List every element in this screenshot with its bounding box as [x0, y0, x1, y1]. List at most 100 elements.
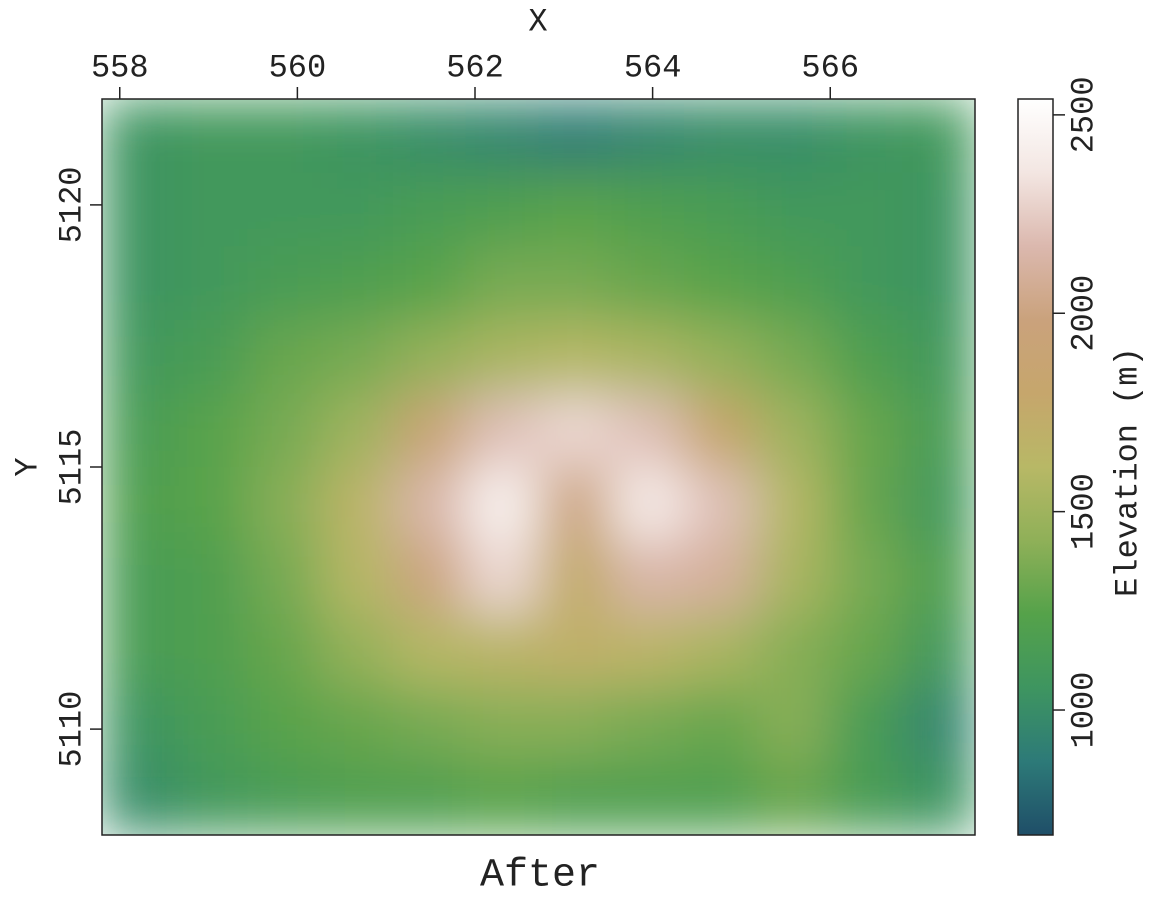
- heatmap-cell: [102, 467, 175, 541]
- heatmap-cell: [175, 688, 248, 762]
- heatmap-cell: [393, 761, 466, 835]
- heatmap-cell: [902, 614, 975, 688]
- heatmap-cell: [902, 761, 975, 835]
- colorbar-tick-label: 2000: [1065, 275, 1102, 352]
- heatmap-cell: [902, 246, 975, 320]
- heatmap: [102, 99, 976, 836]
- colorbar-tick-label: 2500: [1065, 76, 1102, 153]
- heatmap-cell: [611, 99, 684, 173]
- heatmap-cell: [539, 320, 612, 394]
- heatmap-cell: [175, 541, 248, 615]
- heatmap-cell: [757, 467, 830, 541]
- heatmap-cell: [393, 467, 466, 541]
- heatmap-cell: [684, 761, 757, 835]
- heatmap-cell: [539, 173, 612, 247]
- heatmap-cell: [102, 541, 175, 615]
- heatmap-cell: [684, 99, 757, 173]
- heatmap-cell: [466, 614, 539, 688]
- heatmap-cell: [539, 393, 612, 467]
- x-tick-label: 558: [91, 49, 149, 86]
- heatmap-cell: [320, 688, 393, 762]
- heatmap-cell: [684, 688, 757, 762]
- colorbar-title: Elevation (m): [1109, 347, 1146, 597]
- heatmap-cell: [757, 393, 830, 467]
- heatmap-cell: [248, 173, 321, 247]
- heatmap-cell: [902, 393, 975, 467]
- x-tick-label: 560: [269, 49, 327, 86]
- heatmap-cell: [320, 393, 393, 467]
- heatmap-cell: [539, 541, 612, 615]
- heatmap-cells: [102, 99, 976, 836]
- heatmap-cell: [830, 688, 903, 762]
- heatmap-cell: [320, 320, 393, 394]
- heatmap-cell: [830, 320, 903, 394]
- x-tick-label: 562: [446, 49, 504, 86]
- heatmap-cell: [611, 467, 684, 541]
- heatmap-cell: [684, 320, 757, 394]
- chart-title: After: [480, 854, 600, 899]
- heatmap-cell: [320, 246, 393, 320]
- heatmap-cell: [175, 173, 248, 247]
- heatmap-cell: [175, 467, 248, 541]
- heatmap-cell: [757, 99, 830, 173]
- heatmap-cell: [466, 99, 539, 173]
- heatmap-cell: [611, 246, 684, 320]
- heatmap-cell: [902, 541, 975, 615]
- heatmap-cell: [757, 614, 830, 688]
- heatmap-cell: [320, 541, 393, 615]
- heatmap-cell: [393, 99, 466, 173]
- heatmap-cell: [102, 173, 175, 247]
- y-axis-title: Y: [9, 457, 46, 476]
- heatmap-cell: [320, 467, 393, 541]
- heatmap-cell: [320, 614, 393, 688]
- heatmap-cell: [902, 99, 975, 173]
- heatmap-cell: [830, 541, 903, 615]
- heatmap-cell: [611, 688, 684, 762]
- heatmap-cell: [102, 761, 175, 835]
- heatmap-cell: [830, 246, 903, 320]
- heatmap-cell: [830, 173, 903, 247]
- heatmap-cell: [757, 761, 830, 835]
- heatmap-cell: [248, 320, 321, 394]
- heatmap-cell: [830, 467, 903, 541]
- heatmap-cell: [248, 99, 321, 173]
- heatmap-cell: [102, 246, 175, 320]
- heatmap-cell: [611, 320, 684, 394]
- chart: X Y Elevation (m) After 5585605625645665…: [0, 0, 1155, 901]
- heatmap-cell: [539, 246, 612, 320]
- heatmap-cell: [611, 614, 684, 688]
- heatmap-cell: [248, 761, 321, 835]
- heatmap-cell: [684, 246, 757, 320]
- heatmap-cell: [175, 614, 248, 688]
- heatmap-cell: [320, 173, 393, 247]
- heatmap-cell: [102, 393, 175, 467]
- x-tick-label: 564: [624, 49, 682, 86]
- heatmap-cell: [684, 467, 757, 541]
- heatmap-cell: [248, 246, 321, 320]
- heatmap-cell: [611, 173, 684, 247]
- x-axis-title: X: [528, 3, 547, 40]
- heatmap-cell: [757, 320, 830, 394]
- heatmap-cell: [102, 99, 175, 173]
- heatmap-cell: [757, 541, 830, 615]
- heatmap-cell: [539, 99, 612, 173]
- heatmap-cell: [466, 320, 539, 394]
- heatmap-cell: [102, 688, 175, 762]
- heatmap-cell: [539, 761, 612, 835]
- heatmap-cell: [102, 320, 175, 394]
- heatmap-cell: [684, 541, 757, 615]
- heatmap-cell: [248, 541, 321, 615]
- colorbar-tick-label: 1000: [1065, 672, 1102, 749]
- heatmap-cell: [757, 688, 830, 762]
- heatmap-cell: [684, 614, 757, 688]
- heatmap-cell: [393, 614, 466, 688]
- heatmap-cell: [466, 761, 539, 835]
- heatmap-cell: [757, 246, 830, 320]
- heatmap-cell: [320, 99, 393, 173]
- heatmap-cell: [830, 393, 903, 467]
- heatmap-cell: [175, 99, 248, 173]
- heatmap-cell: [393, 688, 466, 762]
- heatmap-cell: [466, 688, 539, 762]
- heatmap-cell: [393, 393, 466, 467]
- heatmap-cell: [466, 246, 539, 320]
